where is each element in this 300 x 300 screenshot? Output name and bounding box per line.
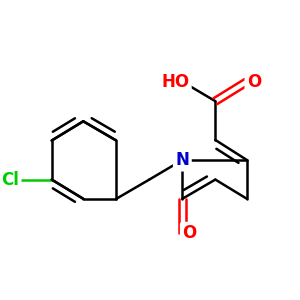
Text: O: O xyxy=(182,224,197,242)
Text: Cl: Cl xyxy=(1,171,19,189)
Text: HO: HO xyxy=(161,73,189,91)
Text: N: N xyxy=(176,151,189,169)
Text: O: O xyxy=(247,73,261,91)
